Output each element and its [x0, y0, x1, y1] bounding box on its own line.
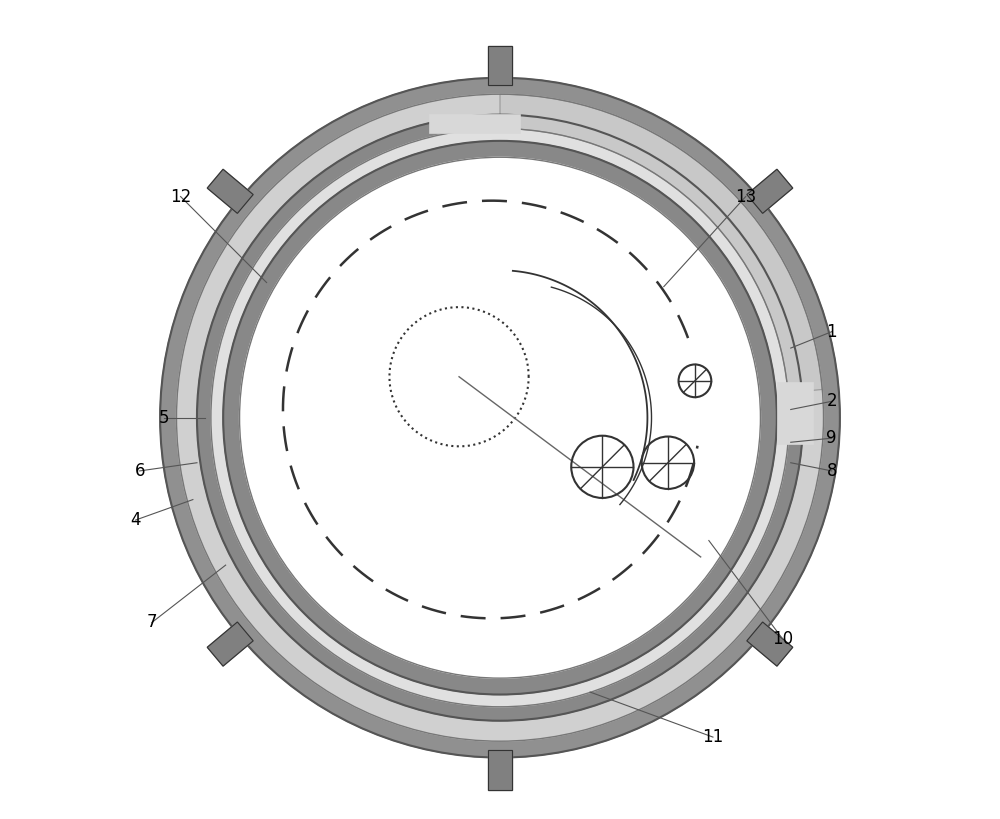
Circle shape [160, 78, 840, 758]
Text: 8: 8 [826, 462, 837, 480]
Text: 2: 2 [826, 392, 837, 410]
Bar [747, 170, 793, 214]
Circle shape [211, 129, 789, 707]
Bar [207, 170, 253, 214]
Wedge shape [500, 94, 822, 392]
Text: 7: 7 [147, 613, 157, 631]
Text: 6: 6 [134, 462, 145, 480]
Bar [747, 622, 793, 666]
Bar [778, 383, 813, 444]
Bar [488, 46, 512, 85]
Bar [747, 170, 793, 214]
Text: 1: 1 [826, 323, 837, 341]
Circle shape [223, 141, 777, 695]
Bar [207, 170, 253, 214]
Circle shape [197, 115, 803, 721]
Bar [488, 750, 512, 790]
Bar [488, 750, 512, 790]
Bar [207, 622, 253, 666]
Text: 11: 11 [702, 728, 724, 746]
Circle shape [176, 94, 824, 741]
Bar [430, 115, 520, 133]
Text: 10: 10 [772, 630, 793, 648]
Bar [488, 46, 512, 85]
Text: 4: 4 [130, 511, 141, 529]
Bar [747, 622, 793, 666]
Text: 5: 5 [159, 409, 169, 427]
Bar [207, 622, 253, 666]
Text: 9: 9 [826, 429, 837, 447]
Text: 13: 13 [735, 188, 756, 206]
Text: 12: 12 [170, 188, 191, 206]
Circle shape [240, 157, 760, 678]
